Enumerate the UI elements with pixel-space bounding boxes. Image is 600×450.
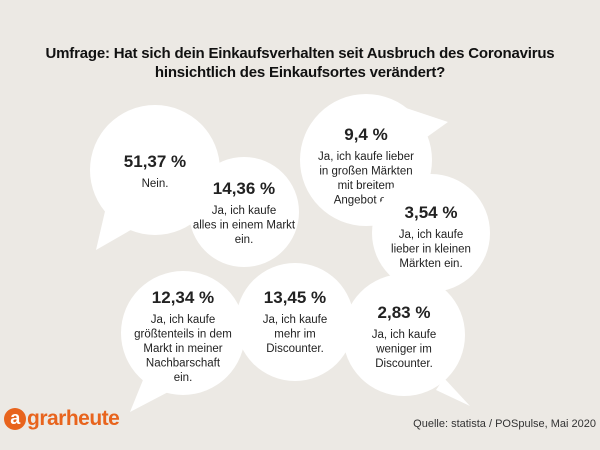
value-label: 51,37 % — [124, 152, 186, 171]
category-label: größtenteils in dem — [134, 329, 232, 341]
bubble-tail — [96, 207, 136, 250]
value-label: 13,45 % — [264, 288, 326, 307]
chart-title-line-1: Umfrage: Hat sich dein Einkaufsverhalten… — [45, 45, 555, 62]
speech-bubble: 12,34 % Ja, ich kaufe größtenteils in dem M… — [121, 271, 245, 412]
category-label: Discounter. — [375, 358, 433, 370]
category-label: Märkten ein. — [399, 258, 462, 270]
speech-bubble: 13,45 % Ja, ich kaufe mehr im Discounter. — [236, 263, 354, 381]
source-note: Quelle: statista / POSpulse, Mai 2020 — [413, 418, 596, 430]
category-label: mit breitem — [338, 180, 395, 192]
category-label: Discounter. — [266, 343, 324, 355]
category-label: mehr im — [274, 329, 316, 341]
category-label: ein. — [235, 234, 254, 246]
category-label: Markt in meiner — [143, 343, 222, 355]
category-label: ein. — [174, 372, 193, 384]
bubble-tail — [436, 378, 470, 406]
bubble-circle — [236, 263, 354, 381]
speech-bubble: 2,83 % Ja, ich kaufe weniger im Discounter. — [343, 274, 470, 406]
bubble-circle — [189, 157, 299, 267]
speech-bubble: 14,36 % Ja, ich kaufe alles in einem Markt… — [189, 157, 299, 267]
category-label: Ja, ich kaufe lieber — [318, 151, 414, 163]
category-label: Ja, ich kaufe — [399, 229, 464, 241]
logo-wordmark: grarheute — [27, 407, 120, 430]
bubble-circle — [90, 105, 220, 235]
category-label: Ja, ich kaufe — [263, 314, 328, 326]
category-label: lieber in kleinen — [391, 244, 471, 256]
category-label: Ja, ich kaufe — [372, 329, 437, 341]
category-label: alles in einem Markt — [193, 220, 296, 232]
value-label: 2,83 % — [378, 303, 431, 322]
logo-mark: a — [4, 408, 26, 430]
bubble-circle — [121, 271, 245, 395]
category-label: Nein. — [142, 178, 169, 190]
agrarheute-logo: a grarheute — [4, 407, 120, 431]
category-label: Ja, ich kaufe — [212, 205, 277, 217]
chart-title-line-2: hinsichtlich des Einkaufsortes verändert… — [154, 64, 446, 81]
value-label: 9,4 % — [344, 125, 387, 144]
speech-bubble: 3,54 % Ja, ich kaufe lieber in kleinen Märk… — [372, 174, 490, 292]
category-label: Ja, ich kaufe — [151, 314, 216, 326]
category-label: in großen Märkten — [319, 166, 412, 178]
chart-title: Umfrage: Hat sich dein Einkaufsverhalten… — [0, 44, 600, 82]
value-label: 12,34 % — [152, 288, 214, 307]
bubble-circle — [343, 274, 465, 396]
category-label: weniger im — [375, 344, 432, 356]
bubble-circle — [372, 174, 490, 292]
value-label: 3,54 % — [405, 203, 458, 222]
category-label: Nachbarschaft — [146, 358, 221, 370]
value-label: 14,36 % — [213, 179, 275, 198]
speech-bubble: 51,37 % Nein. — [90, 105, 220, 250]
